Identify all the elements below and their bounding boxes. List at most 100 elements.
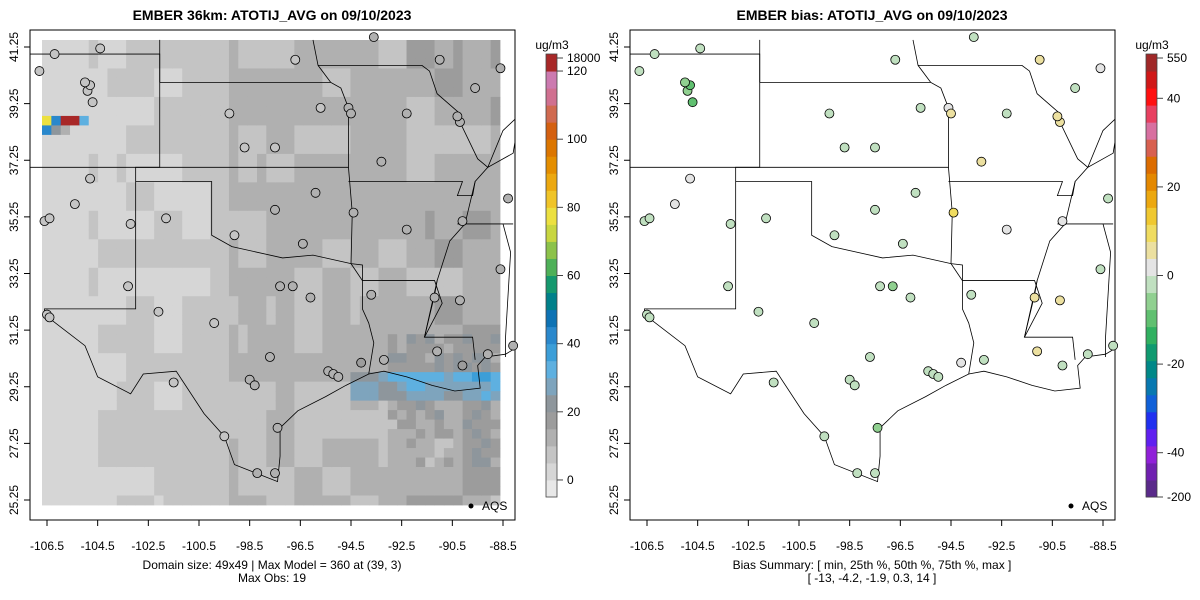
grid-cell (387, 96, 398, 107)
grid-cell (172, 277, 183, 288)
grid-cell (387, 258, 398, 269)
grid-cell (425, 96, 435, 107)
colorbar-swatch (546, 105, 557, 123)
grid-cell (266, 419, 277, 430)
grid-cell (88, 106, 99, 117)
grid-cell (453, 68, 464, 79)
grid-cell (434, 457, 445, 468)
grid-cell (378, 258, 389, 269)
grid-cell (144, 163, 155, 174)
grid-cell (126, 125, 136, 136)
grid-cell (303, 68, 314, 79)
grid-cell (107, 419, 118, 430)
grid-cell (462, 495, 473, 506)
grid-cell (481, 115, 492, 126)
grid-cell (210, 495, 220, 506)
grid-cell (200, 381, 211, 392)
grid-cell (163, 106, 174, 117)
grid-cell (443, 134, 454, 145)
grid-cell (471, 163, 482, 174)
x-tick-label: -106.5 (630, 539, 664, 553)
grid-cell (144, 362, 155, 373)
grid-cell (275, 400, 286, 411)
grid-cell (154, 410, 164, 420)
grid-cell (406, 134, 417, 145)
grid-cell (51, 229, 62, 240)
grid-cell (60, 182, 71, 193)
grid-cell (256, 438, 267, 449)
grid-cell (266, 182, 277, 193)
y-tick-label: 41.25 (7, 32, 21, 62)
grid-cell (331, 324, 342, 335)
x-tick-label: -98.5 (236, 539, 264, 553)
grid-cell (285, 40, 295, 50)
grid-cell (462, 229, 473, 240)
grid-cell (275, 49, 286, 60)
grid-cell (443, 305, 454, 316)
grid-cell (462, 77, 473, 88)
grid-cell (191, 476, 202, 487)
grid-cell (369, 49, 379, 60)
aqs-station (809, 318, 820, 328)
grid-cell (406, 353, 417, 364)
grid-cell (126, 353, 136, 364)
grid-cell (88, 429, 99, 439)
grid-cell (116, 372, 127, 383)
grid-cell (481, 191, 492, 202)
grid-cell (453, 77, 464, 88)
grid-cell (453, 448, 464, 458)
grid-cell (70, 87, 80, 98)
grid-cell (210, 144, 220, 155)
grid-cell (51, 144, 62, 155)
grid-cell (490, 296, 501, 307)
grid-cell (275, 220, 286, 231)
grid-cell (200, 115, 211, 126)
grid-cell (172, 106, 183, 117)
grid-cell (350, 400, 361, 411)
grid-cell (266, 229, 277, 240)
grid-cell (285, 58, 295, 69)
grid-cell (453, 191, 464, 202)
grid-cell (210, 305, 220, 316)
grid-cell (387, 163, 398, 174)
grid-cell (406, 315, 417, 326)
grid-cell (266, 400, 277, 411)
y-tick-label: 35.25 (7, 202, 21, 232)
grid-cell (79, 68, 90, 79)
grid-cell (369, 58, 379, 69)
grid-cell (303, 391, 314, 402)
grid-cell (341, 58, 351, 69)
grid-cell (415, 400, 426, 411)
grid-cell (387, 334, 398, 345)
grid-cell (387, 476, 398, 487)
grid-cell (322, 296, 333, 307)
grid-cell (415, 410, 426, 420)
grid-cell (60, 58, 71, 69)
grid-cell (285, 49, 295, 60)
grid-cell (182, 201, 192, 212)
grid-cell (425, 172, 435, 183)
grid-cell (331, 296, 342, 307)
grid-cell (397, 391, 407, 402)
grid-cell (172, 362, 183, 373)
grid-cell (98, 429, 108, 439)
grid-cell (341, 172, 351, 183)
grid-cell (116, 467, 127, 477)
grid-cell (228, 400, 239, 411)
aqs-station (865, 352, 875, 362)
grid-cell (331, 429, 342, 439)
grid-cell (256, 134, 267, 145)
grid-cell (275, 476, 286, 487)
grid-cell (70, 286, 80, 297)
grid-cell (434, 372, 445, 383)
grid-cell (107, 476, 118, 487)
grid-cell (200, 106, 211, 117)
grid-cell (275, 324, 286, 335)
colorbar-swatch (1146, 207, 1157, 225)
grid-cell (256, 172, 267, 183)
grid-cell (200, 229, 211, 240)
grid-cell (60, 87, 71, 98)
grid-cell (98, 106, 108, 117)
grid-cell (294, 134, 305, 145)
grid-cell (238, 49, 249, 60)
